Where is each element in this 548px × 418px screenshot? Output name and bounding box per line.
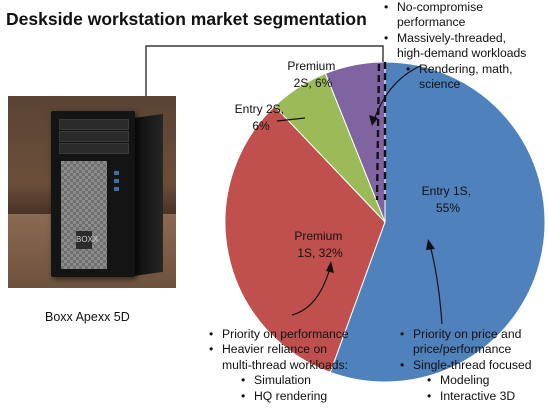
bullet-icon: • — [209, 342, 214, 357]
workstation-case: BOXX — [51, 111, 135, 277]
photo-caption: Boxx Apexx 5D — [45, 310, 130, 324]
front-port — [114, 171, 119, 175]
bullet-icon: • — [400, 327, 405, 341]
bullet-icon: • — [384, 0, 389, 14]
boxx-logo-badge: BOXX — [76, 231, 98, 249]
annotation-item: • Heavier reliance on multi-thread workl… — [209, 342, 348, 372]
slice-label-premium-2s: Premium 2S, 6% — [287, 59, 338, 90]
arrowhead — [326, 261, 334, 273]
front-mesh-panel — [61, 161, 107, 269]
annotation-item: • Priority on performance — [209, 327, 349, 341]
pie-slice-0 — [329, 61, 546, 383]
annotation-item: • Single-thread focused — [400, 357, 532, 372]
entry1s-callout-arrow — [429, 244, 443, 325]
top-right-annotation-list: • No-compromise performance • Massively-… — [384, 0, 526, 92]
bullet-icon: • — [406, 61, 411, 76]
bottom-left-annotation-list: • Priority on performance • Heavier reli… — [208, 327, 349, 404]
annotation-subitem: • Interactive 3D — [427, 388, 516, 403]
slice-labels: Entry 1S, 55% Premium 1S, 32% Entry 2S, … — [235, 59, 475, 260]
annotation-item: • No-compromise performance — [384, 0, 484, 30]
annotation-subitem: • Modeling — [427, 373, 490, 388]
premium1s-callout-arrow — [291, 267, 331, 316]
entry2s-leader-line — [276, 117, 306, 122]
drive-bay — [59, 119, 129, 130]
chart-title: Deskside workstation market segmentation — [6, 9, 367, 29]
front-port — [114, 187, 119, 191]
bullet-icon: • — [384, 30, 389, 45]
annotation-item: • Priority on price and price/performanc… — [400, 327, 522, 357]
workstation-photo: BOXX — [8, 96, 176, 288]
dashed-divider-line — [375, 63, 381, 201]
slice-label-entry-2s: Entry 2S, 6% — [235, 102, 288, 133]
top-callout-arrow — [373, 65, 421, 121]
bullet-icon: • — [400, 357, 405, 372]
slice-label-entry-1s: Entry 1S, 55% — [422, 184, 475, 215]
pie-slice-1 — [224, 105, 386, 373]
annotation-subitem: • Rendering, math, science — [406, 61, 513, 92]
bullet-icon: • — [209, 327, 214, 341]
drive-bay — [59, 143, 129, 154]
drive-bay — [59, 131, 129, 142]
bullet-icon: • — [427, 373, 432, 388]
bullet-icon: • — [427, 388, 432, 403]
pie-slices — [224, 61, 546, 383]
arrowhead — [426, 239, 435, 250]
bottom-right-annotation-list: • Priority on price and price/performanc… — [400, 327, 532, 404]
callout-lines — [145, 45, 443, 325]
photo-link-line — [145, 45, 384, 96]
annotation-item: • Massively-threaded, high-demand worklo… — [384, 30, 527, 61]
bullet-icon: • — [241, 373, 246, 388]
front-port — [114, 179, 119, 183]
slice-label-premium-1s: Premium 1S, 32% — [294, 229, 345, 260]
annotation-subitem: • Simulation — [241, 373, 311, 388]
annotation-subitem: • HQ rendering — [241, 388, 328, 403]
bullet-icon: • — [241, 388, 246, 403]
arrowhead — [369, 115, 378, 126]
arrowheads — [326, 115, 435, 273]
